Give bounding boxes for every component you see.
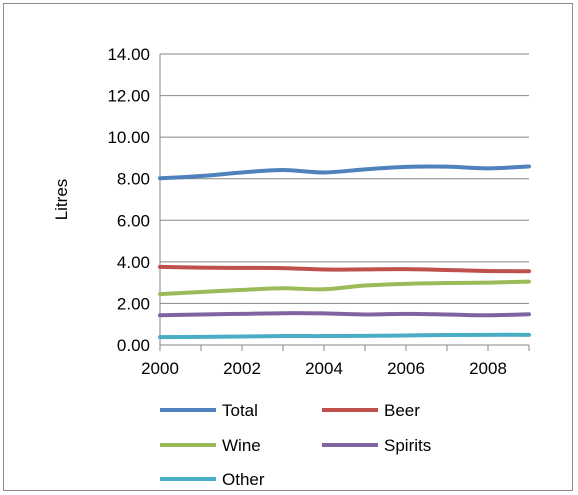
legend-label-beer: Beer [384,401,420,420]
y-axis: 0.00 2.00 4.00 6.00 8.00 10.00 12.00 14.00 [107,45,161,355]
x-tick-label: 2008 [469,359,507,378]
y-tick-label: 10.00 [107,128,150,147]
y-tick-label: 8.00 [117,170,150,189]
gridlines [160,53,529,304]
series-line-total [158,164,531,181]
y-tick-label: 6.00 [117,211,150,230]
series-line-other [158,332,531,340]
x-axis: 2000 2002 2004 2006 2008 [141,344,530,378]
x-tick-label: 2002 [223,359,261,378]
x-tick-label: 2000 [141,359,179,378]
legend-label-other: Other [222,470,265,489]
y-tick-label: 0.00 [117,336,150,355]
chart-frame [3,3,573,491]
series-line-beer [158,264,531,274]
legend: Total Beer Wine Spirits Other [160,401,431,489]
y-axis-title: Litres [52,179,71,221]
y-tick-label: 12.00 [107,87,150,106]
y-tick-label: 2.00 [117,294,150,313]
x-tick-label: 2004 [305,359,343,378]
y-tick-label: 14.00 [107,45,150,64]
series-line-wine [158,279,531,297]
series-lines [158,164,531,340]
legend-label-wine: Wine [222,436,261,455]
legend-label-spirits: Spirits [384,436,431,455]
x-tick-label: 2006 [387,359,425,378]
series-line-spirits [158,311,531,318]
y-tick-label: 4.00 [117,253,150,272]
legend-label-total: Total [222,401,258,420]
